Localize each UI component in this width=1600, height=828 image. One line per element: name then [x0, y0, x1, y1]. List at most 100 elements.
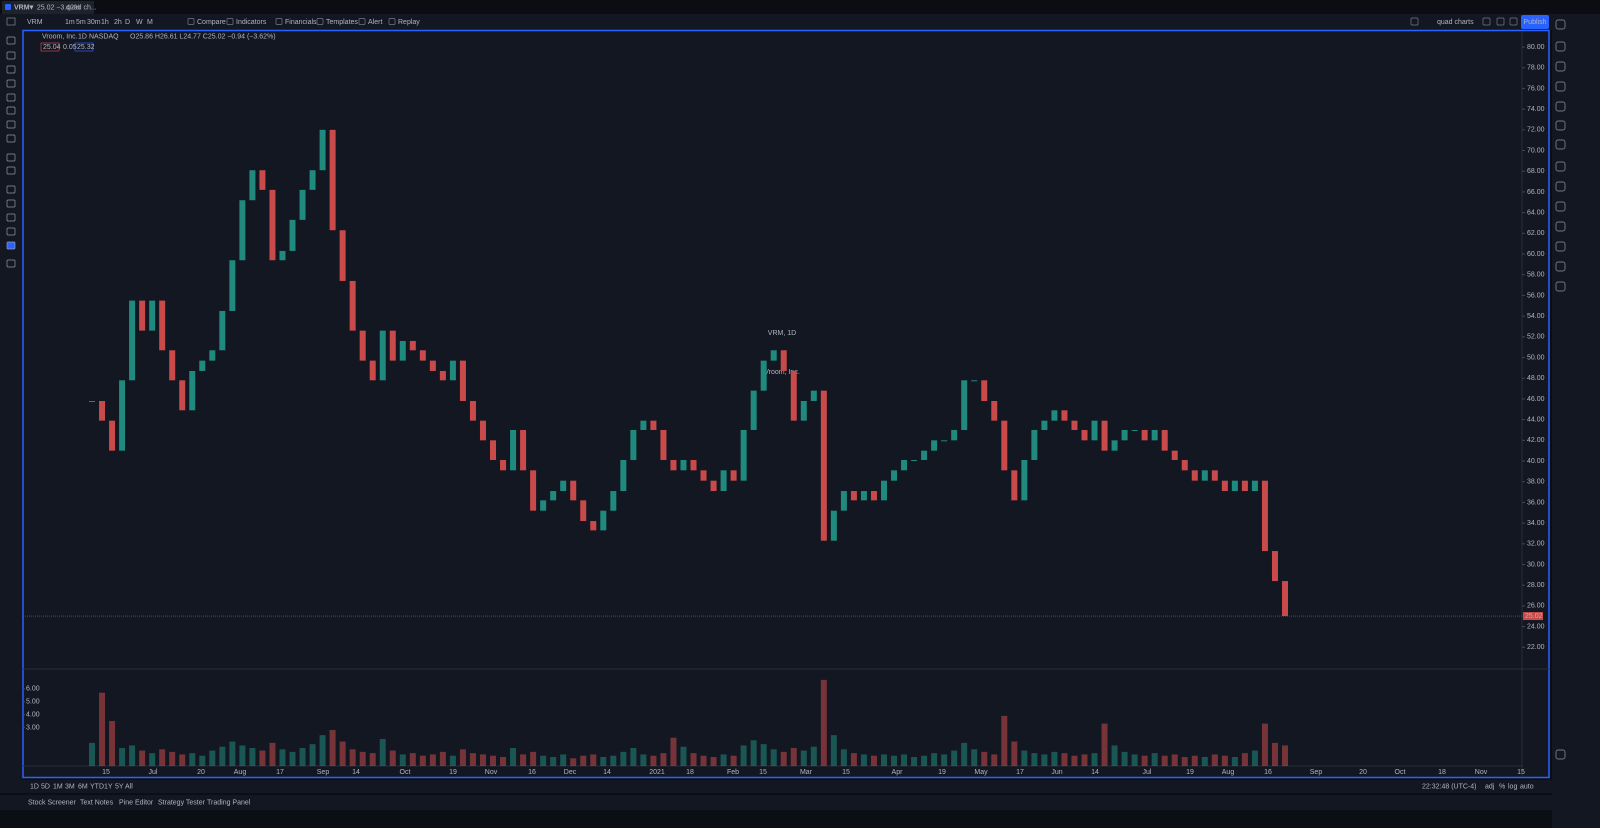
drawing-tool[interactable] [6, 79, 16, 88]
volume-bar [249, 748, 256, 766]
drawing-tool[interactable] [6, 65, 16, 74]
scale-toggle[interactable]: % [1499, 783, 1505, 790]
candle [1141, 429, 1148, 441]
bottom-tab[interactable]: Stock Screener [28, 799, 77, 806]
drawing-tool[interactable] [6, 227, 16, 236]
interval-button[interactable]: D [125, 19, 130, 26]
sidebar-icon[interactable] [1555, 281, 1566, 292]
range-button[interactable]: 6M [78, 783, 88, 790]
candle [279, 250, 286, 261]
interval-button[interactable]: 30m [87, 19, 101, 26]
sidebar-icon[interactable] [1555, 81, 1566, 92]
sidebar-icon[interactable] [1555, 139, 1566, 150]
candle [129, 300, 136, 381]
toolbar-button[interactable]: Indicators [236, 19, 267, 26]
tab-layout[interactable]: quad ch... [66, 4, 97, 11]
scale-toggle[interactable]: adj [1485, 783, 1495, 790]
volume-bar [550, 757, 557, 766]
volume-bar [1211, 754, 1218, 766]
sidebar-icon[interactable] [1555, 101, 1566, 112]
candle [1041, 420, 1048, 430]
price-tick-label: 28.00 [1527, 582, 1545, 589]
tab[interactable] [2, 1, 94, 14]
layout-selector[interactable]: quad charts [1437, 19, 1474, 26]
toolbar-button[interactable]: Compare [197, 19, 226, 26]
sidebar-icon[interactable] [1555, 120, 1566, 131]
sidebar-icon[interactable] [1555, 181, 1566, 192]
time-tick-label: Mar [800, 769, 813, 776]
drawing-tool[interactable] [6, 213, 16, 222]
drawing-tool[interactable] [6, 134, 16, 143]
publish-label[interactable]: Publish [1524, 19, 1547, 26]
range-button[interactable]: 1D [30, 783, 39, 790]
toolbar-button[interactable]: Alert [368, 19, 382, 26]
drawing-tool[interactable] [6, 199, 16, 208]
sidebar-icon[interactable] [1555, 221, 1566, 232]
candle [750, 390, 757, 430]
toolbar-icon[interactable] [1496, 17, 1505, 26]
sidebar-icon[interactable] [1555, 749, 1566, 760]
drawing-tool[interactable] [6, 241, 16, 250]
price-tick-label: 52.00 [1527, 334, 1545, 341]
interval-button[interactable]: 1h [101, 19, 109, 26]
toolbar-icon[interactable] [1410, 17, 1419, 26]
toolbar-icon[interactable] [1509, 17, 1518, 26]
sidebar-icon[interactable] [1555, 61, 1566, 72]
drawing-tool[interactable] [6, 166, 16, 175]
sidebar-icon[interactable] [1555, 261, 1566, 272]
publish-button[interactable] [1521, 15, 1549, 29]
range-button[interactable]: 5D [41, 783, 50, 790]
range-button[interactable]: 5Y [115, 783, 124, 790]
time-tick-label: Aug [1222, 769, 1235, 776]
price-tick-label: 64.00 [1527, 209, 1545, 216]
sidebar-icon[interactable] [1555, 201, 1566, 212]
volume-bar [921, 755, 928, 766]
range-button[interactable]: 1Y [104, 783, 113, 790]
bottom-tab[interactable]: Trading Panel [207, 799, 251, 806]
candle [710, 480, 717, 492]
toolbar-button[interactable]: Replay [398, 19, 420, 26]
tab-change[interactable]: ▼ 25.02 −3.42% [28, 4, 80, 11]
sidebar-icon[interactable] [1555, 41, 1566, 52]
drawing-tool[interactable] [6, 185, 16, 194]
scale-toggle[interactable]: auto [1520, 783, 1534, 790]
time-tick-label: 14 [1091, 769, 1099, 776]
clock: 22:32:48 (UTC-4) [1422, 783, 1476, 790]
range-button[interactable]: 3M [65, 783, 75, 790]
range-button[interactable]: YTD [90, 783, 104, 790]
toolbar-button[interactable]: Templates [326, 19, 358, 26]
sidebar-icon[interactable] [1555, 241, 1566, 252]
drawing-tool[interactable] [6, 259, 16, 268]
sidebar-icon[interactable] [1555, 161, 1566, 172]
range-button[interactable]: 1M [53, 783, 63, 790]
toolbar-button[interactable]: Financials [285, 19, 317, 26]
candle [259, 170, 266, 190]
candle [339, 230, 346, 281]
scale-toggle[interactable]: log [1508, 783, 1517, 790]
symbol-search[interactable]: VRM [27, 19, 43, 26]
bottom-tab[interactable]: Strategy Tester [158, 799, 206, 806]
drawing-tool[interactable] [6, 153, 16, 162]
menu-icon[interactable] [6, 17, 16, 26]
tab-symbol[interactable]: VRM [14, 4, 30, 11]
drawing-tool[interactable] [6, 120, 16, 129]
candle [530, 470, 537, 511]
drawing-tool[interactable] [6, 36, 16, 45]
drawing-tool[interactable] [6, 106, 16, 115]
toolbar-icon[interactable] [1482, 17, 1491, 26]
range-button[interactable]: All [125, 783, 133, 790]
interval-button[interactable]: W [136, 19, 143, 26]
interval-button[interactable]: 5m [76, 19, 86, 26]
bottom-tab[interactable]: Pine Editor [119, 799, 154, 806]
drawing-tool[interactable] [6, 51, 16, 60]
interval-button[interactable]: 2h [114, 19, 122, 26]
candle [510, 429, 517, 471]
interval-button[interactable]: M [147, 19, 153, 26]
interval-button[interactable]: 1m [65, 19, 75, 26]
sidebar-icon[interactable] [1555, 19, 1566, 30]
time-tick-label: 20 [197, 769, 205, 776]
volume-bar [1261, 723, 1268, 766]
drawing-tool[interactable] [6, 93, 16, 102]
candle [991, 400, 998, 421]
bottom-tab[interactable]: Text Notes [80, 799, 114, 806]
